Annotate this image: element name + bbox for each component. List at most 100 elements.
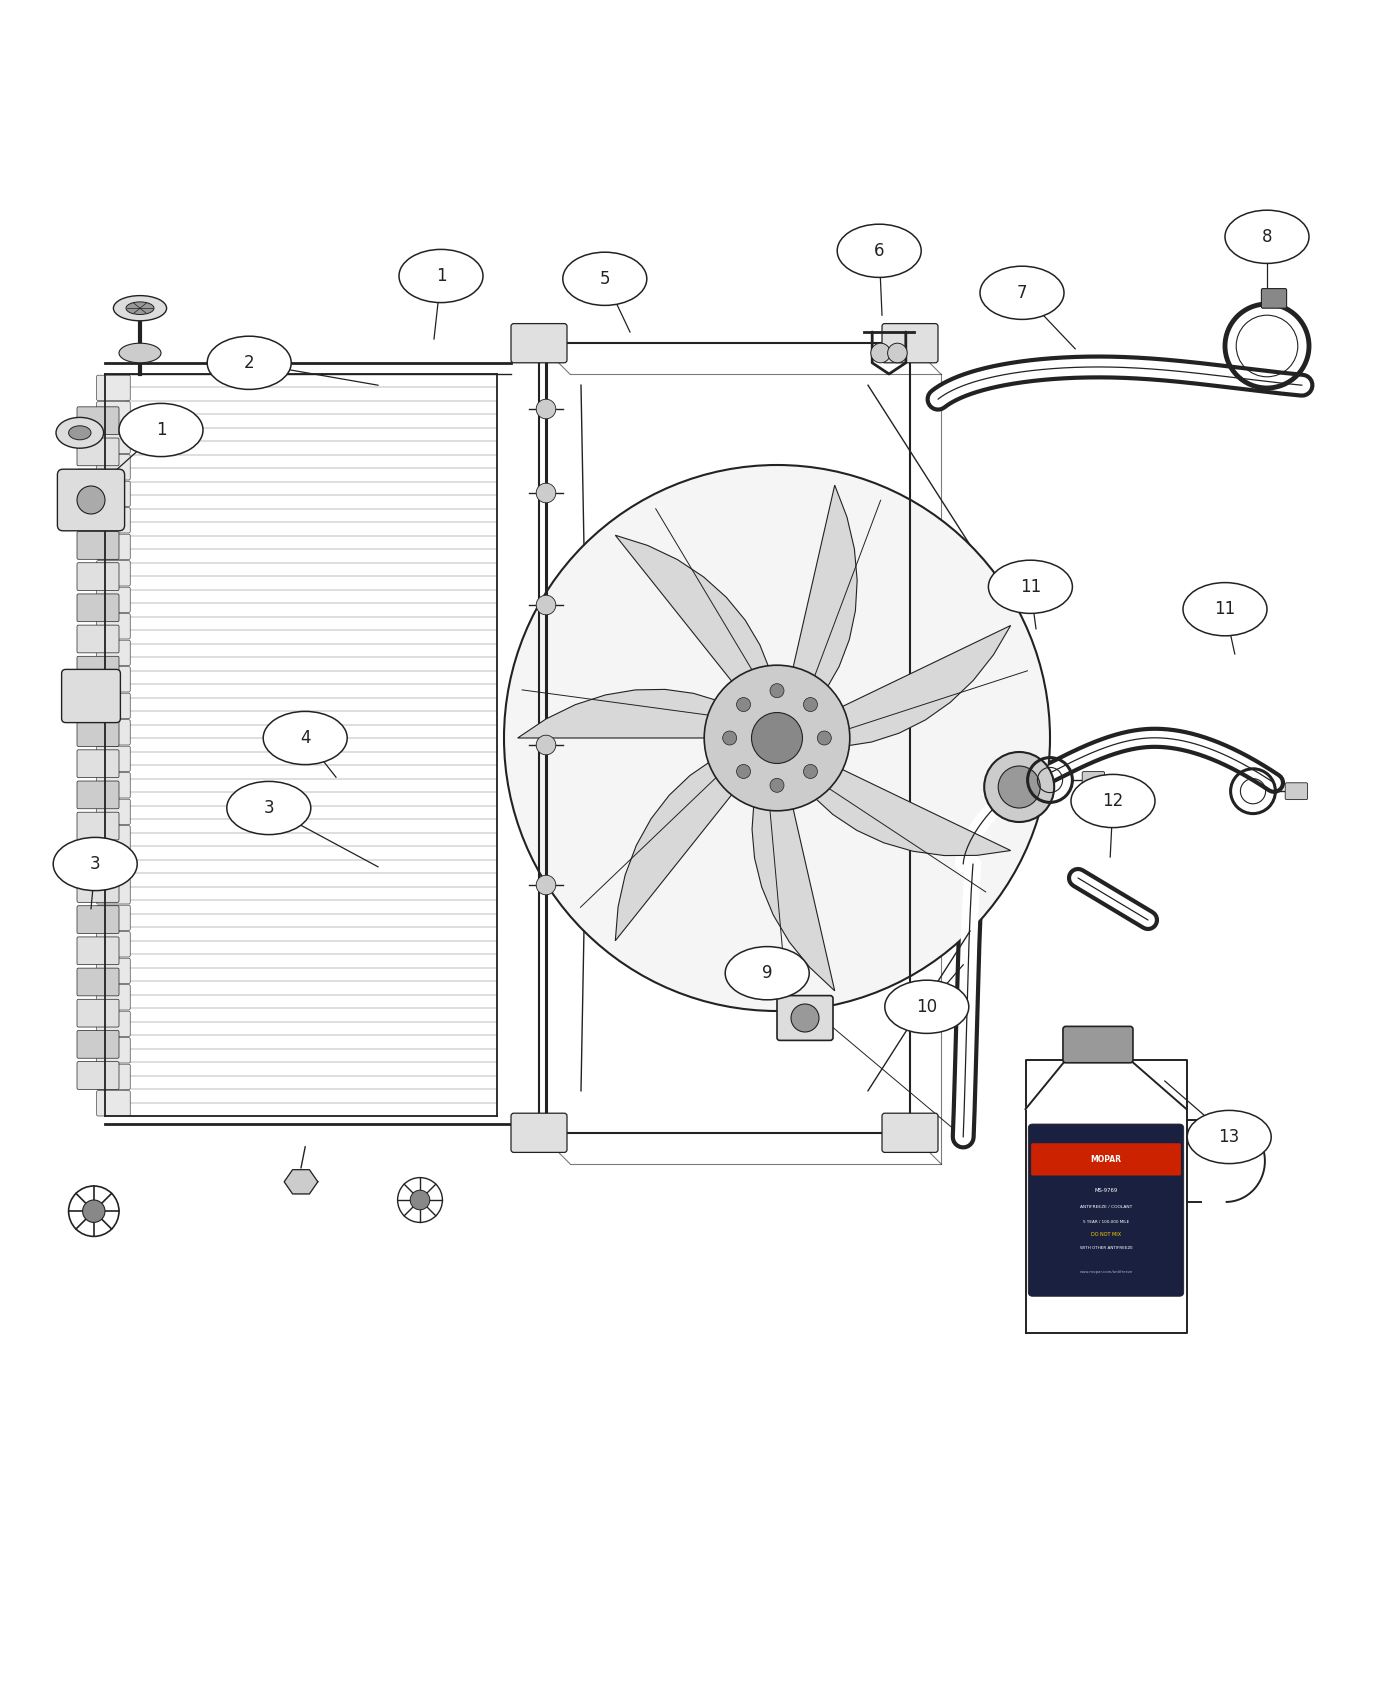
Ellipse shape: [837, 224, 921, 277]
FancyBboxPatch shape: [77, 874, 119, 903]
Ellipse shape: [56, 418, 104, 449]
Circle shape: [736, 765, 750, 779]
Circle shape: [536, 595, 556, 615]
Text: 10: 10: [916, 998, 938, 1017]
Text: 1: 1: [155, 422, 167, 439]
Polygon shape: [615, 753, 735, 940]
FancyBboxPatch shape: [1082, 772, 1105, 789]
Polygon shape: [748, 799, 834, 991]
Circle shape: [984, 751, 1054, 823]
Circle shape: [736, 697, 750, 712]
FancyBboxPatch shape: [97, 826, 130, 852]
Circle shape: [504, 466, 1050, 1012]
Text: MS-9769: MS-9769: [1095, 1188, 1117, 1193]
FancyBboxPatch shape: [97, 376, 130, 401]
Polygon shape: [806, 767, 1011, 855]
FancyBboxPatch shape: [97, 481, 130, 507]
FancyBboxPatch shape: [97, 1012, 130, 1037]
Text: 11: 11: [1019, 578, 1042, 595]
FancyBboxPatch shape: [97, 508, 130, 534]
Circle shape: [83, 1200, 105, 1222]
FancyBboxPatch shape: [882, 1114, 938, 1153]
Ellipse shape: [207, 337, 291, 389]
Text: 8: 8: [1261, 228, 1273, 246]
Circle shape: [770, 779, 784, 792]
Text: MOPAR: MOPAR: [1091, 1154, 1121, 1165]
FancyBboxPatch shape: [97, 984, 130, 1010]
Polygon shape: [837, 626, 1011, 753]
Polygon shape: [792, 484, 857, 695]
Polygon shape: [1025, 1061, 1187, 1333]
FancyBboxPatch shape: [97, 719, 130, 745]
FancyBboxPatch shape: [97, 904, 130, 930]
FancyBboxPatch shape: [77, 406, 119, 435]
Text: 5 YEAR / 100,000 MILE: 5 YEAR / 100,000 MILE: [1082, 1219, 1130, 1224]
FancyBboxPatch shape: [97, 561, 130, 586]
Text: WITH OTHER ANTIFREEZE: WITH OTHER ANTIFREEZE: [1079, 1246, 1133, 1250]
Text: 7: 7: [1016, 284, 1028, 303]
Ellipse shape: [1183, 583, 1267, 636]
Text: www.mopar.com/antifreeze: www.mopar.com/antifreeze: [1079, 1270, 1133, 1275]
FancyBboxPatch shape: [77, 719, 119, 746]
FancyBboxPatch shape: [77, 626, 119, 653]
Circle shape: [722, 731, 736, 745]
Text: 5: 5: [599, 270, 610, 287]
Polygon shape: [1025, 1061, 1187, 1108]
Text: 3: 3: [263, 799, 274, 818]
FancyBboxPatch shape: [77, 593, 119, 622]
FancyBboxPatch shape: [882, 323, 938, 362]
Ellipse shape: [227, 782, 311, 835]
FancyBboxPatch shape: [77, 906, 119, 933]
Circle shape: [704, 665, 850, 811]
Circle shape: [791, 1005, 819, 1032]
FancyBboxPatch shape: [77, 687, 119, 716]
Text: 11: 11: [1214, 600, 1236, 619]
Ellipse shape: [563, 252, 647, 306]
FancyBboxPatch shape: [1285, 782, 1308, 799]
Circle shape: [871, 343, 890, 362]
FancyBboxPatch shape: [97, 641, 130, 665]
FancyBboxPatch shape: [511, 1114, 567, 1153]
FancyBboxPatch shape: [77, 780, 119, 809]
Circle shape: [888, 343, 907, 362]
Ellipse shape: [119, 403, 203, 457]
FancyBboxPatch shape: [77, 656, 119, 683]
Ellipse shape: [988, 561, 1072, 614]
FancyBboxPatch shape: [97, 746, 130, 772]
Text: 2: 2: [244, 354, 255, 372]
FancyBboxPatch shape: [57, 469, 125, 530]
Ellipse shape: [1225, 211, 1309, 264]
FancyBboxPatch shape: [77, 563, 119, 590]
Polygon shape: [615, 536, 777, 685]
FancyBboxPatch shape: [1030, 1142, 1182, 1175]
FancyBboxPatch shape: [97, 1091, 130, 1115]
FancyBboxPatch shape: [77, 1030, 119, 1057]
FancyBboxPatch shape: [77, 937, 119, 964]
FancyBboxPatch shape: [777, 996, 833, 1040]
FancyBboxPatch shape: [77, 500, 119, 529]
FancyBboxPatch shape: [511, 323, 567, 362]
FancyBboxPatch shape: [97, 852, 130, 877]
FancyBboxPatch shape: [97, 932, 130, 957]
Circle shape: [536, 483, 556, 503]
Ellipse shape: [1071, 775, 1155, 828]
FancyBboxPatch shape: [77, 532, 119, 559]
FancyBboxPatch shape: [77, 469, 119, 496]
FancyBboxPatch shape: [1261, 289, 1287, 308]
Text: 1: 1: [435, 267, 447, 286]
Circle shape: [752, 712, 802, 763]
Ellipse shape: [980, 267, 1064, 320]
FancyBboxPatch shape: [97, 454, 130, 479]
FancyBboxPatch shape: [77, 967, 119, 996]
FancyBboxPatch shape: [1028, 1124, 1184, 1295]
Ellipse shape: [119, 343, 161, 362]
Text: DO NOT MIX: DO NOT MIX: [1091, 1232, 1121, 1238]
Text: 9: 9: [762, 964, 773, 983]
FancyBboxPatch shape: [97, 799, 130, 824]
Text: 6: 6: [874, 241, 885, 260]
Circle shape: [536, 400, 556, 418]
Circle shape: [770, 683, 784, 697]
FancyBboxPatch shape: [77, 1000, 119, 1027]
Ellipse shape: [69, 425, 91, 440]
Ellipse shape: [126, 303, 154, 314]
